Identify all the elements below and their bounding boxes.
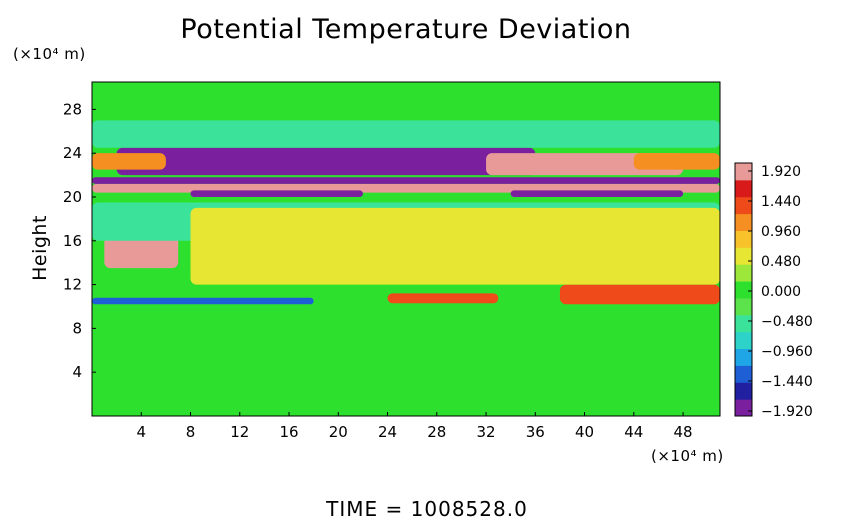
x-axis-unit: (×10⁴ m) <box>651 447 724 465</box>
x-tick-label: 48 <box>674 423 693 441</box>
field-feature <box>190 190 363 197</box>
x-tick-label: 8 <box>186 423 196 441</box>
y-axis-unit: (×10⁴ m) <box>13 45 86 63</box>
field-feature <box>387 293 499 304</box>
field-feature <box>92 297 314 305</box>
colorbar-frame <box>734 162 753 417</box>
colorbar-segment <box>735 281 752 299</box>
colorbar-label: 1.440 <box>761 194 801 210</box>
field-features <box>92 120 720 305</box>
colorbar-label: 0.000 <box>761 284 801 300</box>
y-tick-label: 4 <box>72 363 82 381</box>
y-tick-label: 8 <box>72 319 82 337</box>
field-feature <box>92 153 166 170</box>
chart-title: Potential Temperature Deviation <box>180 14 632 45</box>
x-tick-label: 40 <box>575 423 594 441</box>
x-tick-label: 12 <box>230 423 249 441</box>
field-feature <box>190 207 720 285</box>
colorbar-label: −0.960 <box>761 344 813 360</box>
colorbar-segment <box>735 196 752 215</box>
x-tick-label: 36 <box>526 423 545 441</box>
colorbar-label: −0.480 <box>761 314 813 330</box>
colorbar-segment <box>735 348 752 366</box>
colorbar-segment <box>735 264 752 282</box>
time-label: TIME = 1008528.0 <box>326 497 528 521</box>
x-tick-label: 32 <box>476 423 495 441</box>
x-tick-label: 20 <box>329 423 348 441</box>
colorbar-label: 0.960 <box>761 224 801 240</box>
field-feature <box>486 153 684 176</box>
colorbar-segment <box>735 314 752 333</box>
field-feature <box>633 153 720 170</box>
colorbar-segment <box>735 399 752 417</box>
field-feature <box>559 284 720 305</box>
colorbar-segment <box>735 382 752 400</box>
colorbar-label: −1.440 <box>761 374 813 390</box>
colorbar-segment <box>735 247 752 265</box>
y-tick-label: 28 <box>63 100 82 118</box>
colorbar-segment <box>735 230 752 248</box>
colorbar-segment <box>735 331 752 350</box>
y-tick-label: 12 <box>63 276 82 294</box>
x-tick-label: 24 <box>378 423 397 441</box>
colorbar-label: −1.920 <box>761 404 813 420</box>
y-tick-label: 20 <box>63 188 82 206</box>
x-tick-label: 28 <box>427 423 446 441</box>
plot-frame <box>91 81 721 417</box>
field-feature <box>92 120 720 148</box>
colorbar-segment <box>735 297 752 316</box>
colorbar-segment <box>735 163 752 181</box>
colorbar-segment <box>735 365 752 383</box>
field-feature <box>104 232 179 269</box>
colorbar-label: 1.920 <box>761 164 801 180</box>
colorbar-label: 0.480 <box>761 254 801 270</box>
y-tick-label: 16 <box>63 232 82 250</box>
x-tick-label: 4 <box>136 423 146 441</box>
field-feature <box>510 190 684 197</box>
x-tick-label: 44 <box>624 423 643 441</box>
field-feature <box>116 147 536 176</box>
colorbar-segment <box>735 213 752 231</box>
field-feature <box>92 177 720 184</box>
x-tick-label: 16 <box>279 423 298 441</box>
colorbar-segment <box>735 179 752 198</box>
y-tick-label: 24 <box>63 144 82 162</box>
